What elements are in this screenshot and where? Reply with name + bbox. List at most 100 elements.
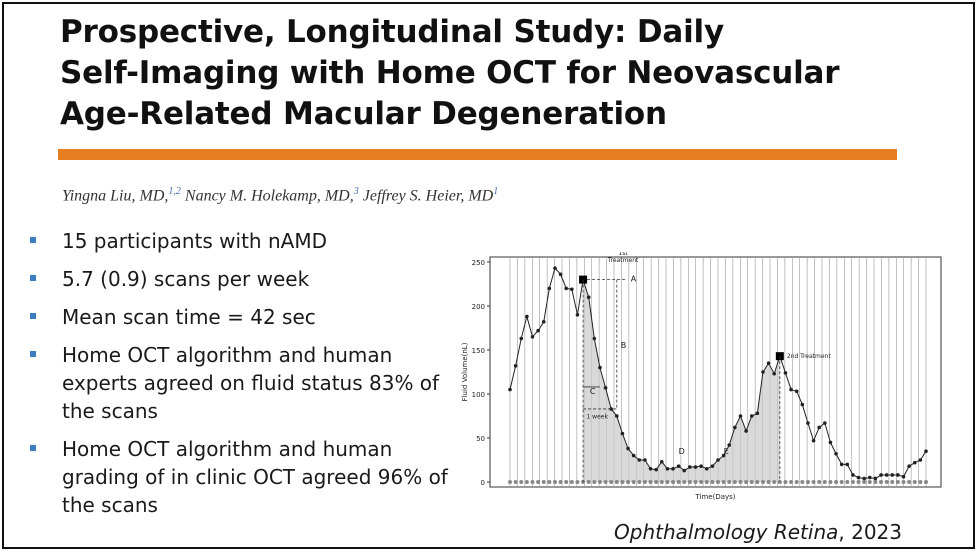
baseline-point	[597, 480, 602, 484]
title-underline-bar	[58, 149, 897, 160]
baseline-point	[895, 480, 900, 484]
baseline-point	[800, 480, 805, 484]
baseline-point	[879, 480, 884, 484]
title-line-2: Self-Imaging with Home OCT for Neovascul…	[60, 55, 840, 91]
fluid-volume-point	[682, 468, 687, 473]
fluid-volume-point	[789, 387, 793, 392]
baseline-point	[665, 480, 670, 484]
bullet-text: Home OCT algorithm and human experts agr…	[62, 343, 440, 423]
baseline-point	[817, 480, 822, 484]
bullet-marker-icon	[30, 313, 36, 319]
baseline-point	[862, 480, 867, 484]
fluid-volume-point	[924, 449, 928, 453]
fluid-volume-point	[564, 286, 569, 291]
baseline-point	[547, 480, 552, 484]
fluid-volume-point	[755, 411, 760, 416]
fluid-volume-point	[615, 414, 619, 418]
baseline-point	[850, 480, 855, 484]
fluid-volume-point	[772, 371, 777, 376]
baseline-point	[682, 480, 687, 484]
citation-journal: Ophthalmology Retina	[614, 520, 839, 544]
fluid-volume-point	[845, 462, 850, 467]
fluid-volume-point	[676, 464, 681, 468]
fluid-volume-point	[834, 452, 838, 456]
baseline-point	[867, 480, 872, 484]
fluid-volume-point	[704, 467, 709, 471]
y-tick-label: 100	[472, 391, 485, 399]
baseline-point	[676, 480, 681, 484]
baseline-point	[631, 480, 636, 484]
slide-title: Prospective, Longitudinal Study: Daily S…	[60, 12, 940, 135]
baseline-point	[901, 480, 906, 484]
annotation-a: A	[631, 275, 637, 284]
one-week-label: 1 week	[586, 414, 608, 421]
y-tick-label: 150	[472, 347, 485, 355]
baseline-point	[811, 480, 816, 484]
baseline-point	[603, 480, 608, 484]
fluid-volume-point	[553, 266, 557, 270]
baseline-point	[558, 480, 563, 484]
baseline-point	[727, 480, 732, 484]
fluid-volume-point	[536, 328, 540, 333]
fluid-volume-point	[862, 476, 866, 481]
fluid-volume-point	[609, 407, 613, 411]
bullet-text: 15 participants with nAMD	[62, 229, 327, 253]
author-2-affiliation: 3	[353, 186, 359, 197]
fluid-volume-point	[570, 287, 574, 292]
baseline-point	[592, 480, 597, 484]
author-3-name: Jeffrey S. Heier, MD	[362, 187, 494, 205]
baseline-point	[586, 480, 591, 484]
baseline-point	[552, 480, 557, 484]
baseline-point	[772, 480, 777, 484]
fluid-volume-point	[620, 431, 625, 436]
fluid-volume-point	[637, 458, 642, 462]
fluid-volume-point	[603, 386, 608, 390]
first-treatment-label-line2: Treatment	[607, 257, 639, 264]
baseline-point	[699, 480, 704, 484]
fluid-volume-point	[890, 473, 895, 477]
fluid-volume-point	[811, 438, 816, 443]
baseline-point	[783, 480, 788, 484]
author-list: Yingna Liu, MD,1,2 Nancy M. Holekamp, MD…	[62, 186, 498, 205]
fluid-volume-point	[744, 429, 748, 433]
baseline-point	[693, 480, 698, 484]
bullet-marker-icon	[30, 275, 36, 281]
fluid-volume-point	[823, 421, 827, 425]
baseline-point	[659, 480, 664, 484]
fluid-volume-point	[879, 473, 883, 477]
title-line-3: Age-Related Macular Degeneration	[60, 96, 667, 132]
fluid-volume-point	[727, 443, 732, 447]
baseline-point	[822, 480, 827, 484]
baseline-point	[508, 480, 512, 484]
fluid-volume-point	[519, 336, 524, 341]
baseline-point	[530, 480, 535, 484]
fluid-volume-point	[839, 462, 844, 467]
baseline-point	[845, 480, 850, 484]
baseline-point	[654, 480, 659, 484]
bullet-list: 15 participants with nAMD 5.7 (0.9) scan…	[30, 227, 450, 529]
second-treatment-label: 2nd Treatment	[787, 353, 832, 360]
author-2-name: Nancy M. Holekamp, MD,	[184, 187, 354, 205]
baseline-point	[873, 480, 878, 484]
baseline-point	[890, 480, 895, 484]
y-tick-label: 0	[481, 479, 485, 487]
baseline-point	[749, 480, 754, 484]
fluid-volume-point	[907, 464, 911, 468]
baseline-point	[575, 480, 580, 484]
annotation-c: C	[590, 387, 596, 396]
fluid-volume-point	[721, 453, 726, 458]
fluid-volume-point	[693, 465, 698, 469]
baseline-point	[642, 480, 647, 484]
baseline-point	[620, 480, 625, 484]
fluid-volume-point	[918, 458, 923, 462]
author-1-name: Yingna Liu, MD,	[62, 187, 169, 205]
fluid-volume-point	[851, 473, 855, 477]
baseline-point	[716, 480, 720, 484]
baseline-point	[581, 480, 586, 484]
fluid-volume-point	[766, 361, 771, 365]
fluid-volume-point	[530, 335, 535, 339]
fluid-volume-point	[733, 425, 737, 430]
bullet-item: Home OCT algorithm and human experts agr…	[30, 341, 450, 425]
fluid-volume-point	[896, 473, 900, 477]
x-axis-label: Time(Days)	[694, 493, 735, 501]
